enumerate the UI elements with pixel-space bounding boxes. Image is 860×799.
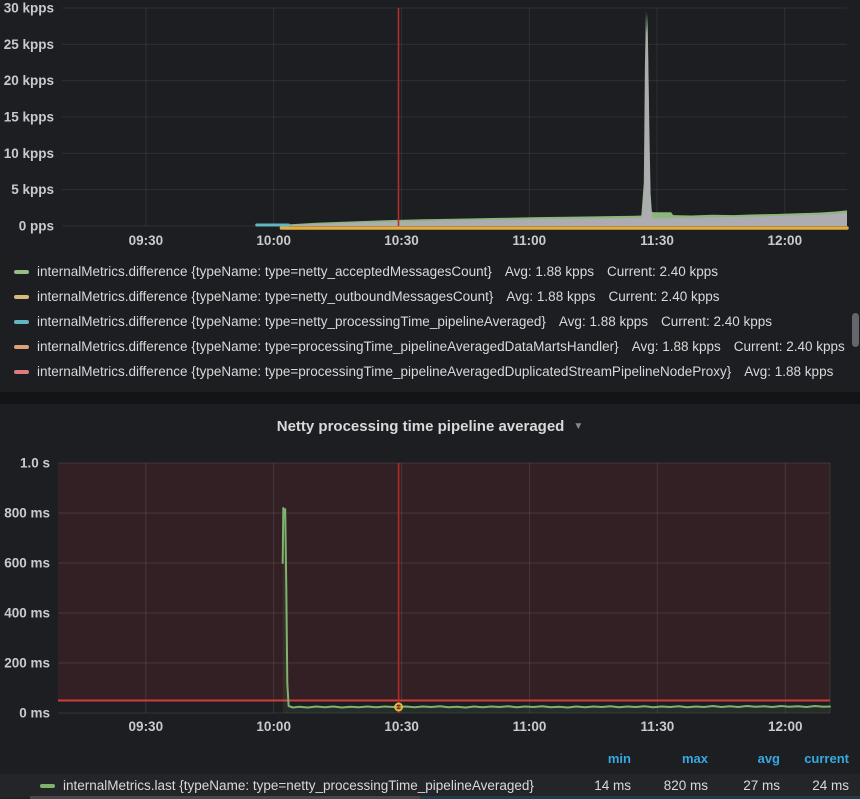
series-color-swatch [14,295,29,300]
series-color-swatch [14,320,29,325]
traffic-panel: 09:30 10:00 10:30 11:00 11:30 12:00 30 kpps 25 … [0,0,860,392]
series-avg: Avg: 1.88 kpps [506,289,596,304]
svg-text:600 ms: 600 ms [4,556,50,571]
latency-chart[interactable]: 09:30 10:00 10:30 11:00 11:30 12:00 1.0 s 800 m… [0,448,860,748]
stat-current: 24 ms [812,778,849,793]
chevron-down-icon: ▼ [573,421,584,432]
sort-column-min[interactable]: min [607,751,631,766]
series-label: internalMetrics.last {typeName: type=net… [63,778,534,793]
svg-text:09:30: 09:30 [129,233,164,248]
svg-text:10:00: 10:00 [256,233,291,248]
stat-max: 820 ms [663,778,708,793]
series-current: Current: 2.40 kpps [606,264,719,279]
bottom-scrollbar-track [30,796,420,799]
svg-text:10:30: 10:30 [384,233,419,248]
series-color-swatch [14,370,29,375]
legend-row[interactable]: internalMetrics.difference {typeName: ty… [14,284,860,309]
legend-table-header: min max avg current [0,748,860,770]
svg-text:200 ms: 200 ms [4,656,50,671]
series-avg: Avg: 1.88 kpps [631,339,721,354]
legend-table-row[interactable]: internalMetrics.last {typeName: type=net… [0,774,860,798]
svg-text:11:30: 11:30 [640,719,674,734]
svg-text:12:00: 12:00 [768,719,803,734]
sort-column-current[interactable]: current [804,751,849,766]
svg-text:0 pps: 0 pps [19,219,54,234]
latency-panel: Netty processing time pipeline averaged ▼… [0,404,860,799]
legend-row[interactable]: internalMetrics.difference {typeName: ty… [14,309,860,334]
svg-text:11:00: 11:00 [513,719,547,734]
svg-text:10:00: 10:00 [256,719,291,734]
stat-min: 14 ms [594,778,631,793]
stat-avg: 27 ms [743,778,780,793]
legend-scrollbar-thumb[interactable] [852,313,859,347]
series-color-swatch [40,784,55,789]
svg-text:12:00: 12:00 [768,233,803,248]
svg-text:20 kpps: 20 kpps [4,73,54,88]
svg-text:30 kpps: 30 kpps [4,1,54,16]
svg-text:1.0 s: 1.0 s [20,456,50,471]
series-color-swatch [14,345,29,350]
svg-text:0 ms: 0 ms [19,706,50,721]
legend-row[interactable]: internalMetrics.difference {typeName: ty… [14,334,860,359]
panel-title-text: Netty processing time pipeline averaged [276,418,565,435]
svg-text:5 kpps: 5 kpps [11,182,54,197]
series-color-swatch [14,270,29,275]
panel-title[interactable]: Netty processing time pipeline averaged ▼ [0,404,860,448]
legend-row[interactable]: internalMetrics.difference {typeName: ty… [14,359,860,384]
series-label: internalMetrics.difference {typeName: ty… [37,364,732,379]
panel-divider [0,392,860,404]
sort-column-avg[interactable]: avg [757,751,780,766]
series-current: Current: 2.40 kpps [733,339,845,354]
series-current: Current: 2.40 kpps [608,289,720,304]
svg-text:25 kpps: 25 kpps [4,37,54,52]
series-avg: Avg: 1.88 kpps [744,364,834,379]
svg-text:10 kpps: 10 kpps [4,146,54,161]
series-label: internalMetrics.difference {typeName: ty… [37,339,619,354]
series-label: internalMetrics.difference {typeName: ty… [37,264,492,279]
bottom-scrollbar-highlight [420,796,860,799]
svg-text:15 kpps: 15 kpps [4,110,54,125]
legend-row[interactable]: internalMetrics.difference {typeName: ty… [14,259,860,284]
series-current: Current: 2.40 kpps [660,314,773,329]
series-avg: Avg: 1.88 kpps [558,314,648,329]
series-label: internalMetrics.difference {typeName: ty… [37,314,546,329]
sort-column-max[interactable]: max [681,751,708,766]
svg-text:11:00: 11:00 [512,233,546,248]
svg-text:09:30: 09:30 [129,719,164,734]
series-avg: Avg: 1.88 kpps [504,264,594,279]
series-label: internalMetrics.difference {typeName: ty… [37,289,494,304]
svg-text:10:30: 10:30 [384,719,419,734]
traffic-chart[interactable]: 09:30 10:00 10:30 11:00 11:30 12:00 30 kpps 25 … [0,0,860,254]
svg-text:400 ms: 400 ms [4,606,50,621]
traffic-legend: internalMetrics.difference {typeName: ty… [0,254,860,384]
svg-text:800 ms: 800 ms [4,506,50,521]
svg-text:11:30: 11:30 [640,233,674,248]
